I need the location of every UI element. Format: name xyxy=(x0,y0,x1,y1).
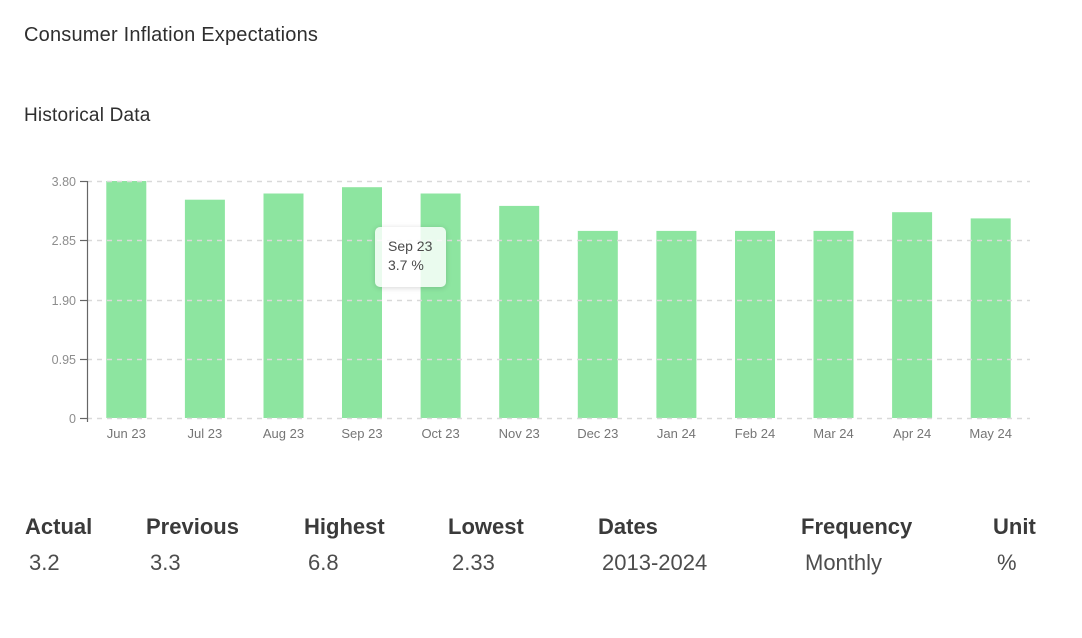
bar-jan-24[interactable] xyxy=(656,230,697,418)
y-axis-label: 0 xyxy=(69,412,76,426)
stat-label: Frequency xyxy=(801,514,913,539)
stat-label: Actual xyxy=(25,514,93,539)
bar-dec-23[interactable] xyxy=(577,230,618,418)
stat-actual: Actual 3.2 xyxy=(25,515,92,575)
stat-highest: Highest 6.8 xyxy=(304,515,385,575)
x-axis-label: Apr 24 xyxy=(893,426,931,441)
bar-may-24[interactable] xyxy=(970,218,1011,418)
stat-value: 3.2 xyxy=(29,550,60,575)
stat-value: 3.3 xyxy=(150,550,181,575)
stat-value: 2.33 xyxy=(452,550,495,575)
stat-label: Previous xyxy=(146,514,239,539)
x-axis-label: Jan 24 xyxy=(657,426,696,441)
stat-value: Monthly xyxy=(805,550,883,575)
x-axis-label: May 24 xyxy=(969,426,1012,441)
bar-jul-23[interactable] xyxy=(184,199,225,418)
bar-aug-23[interactable] xyxy=(263,193,304,419)
stat-label: Lowest xyxy=(448,514,524,539)
stat-frequency: Frequency Monthly xyxy=(801,515,912,575)
y-axis-label: 2.85 xyxy=(52,234,76,248)
x-axis-label: Feb 24 xyxy=(735,426,775,441)
bar-sep-23[interactable] xyxy=(342,187,382,418)
stat-label: Unit xyxy=(993,514,1036,539)
stat-value: % xyxy=(997,550,1017,575)
page-title: Consumer Inflation Expectations xyxy=(24,24,319,46)
stat-dates: Dates 2013-2024 xyxy=(598,515,707,575)
section-title: Historical Data xyxy=(24,105,151,126)
chart-tooltip: Sep 23 3.7 % xyxy=(375,227,446,287)
stat-lowest: Lowest 2.33 xyxy=(448,515,524,575)
tooltip-category: Sep 23 xyxy=(388,238,433,254)
y-axis-label: 1.90 xyxy=(52,294,76,308)
historical-data-chart: 0 0.95 1.90 2.85 3.80 Jun 23 Jul 23 Aug 23 Sep 2… xyxy=(0,160,1082,460)
bar-jun-23[interactable] xyxy=(106,181,147,418)
x-axis-label: Sep 23 xyxy=(341,426,382,441)
y-axis-label: 3.80 xyxy=(52,175,76,189)
stat-unit: Unit % xyxy=(993,515,1036,575)
stat-value: 2013-2024 xyxy=(602,550,708,575)
stat-value: 6.8 xyxy=(308,550,339,575)
x-axis-label: Dec 23 xyxy=(577,426,618,441)
x-axis-label: Jun 23 xyxy=(107,426,146,441)
stat-label: Dates xyxy=(598,514,658,539)
x-axis-label: Jul 23 xyxy=(188,426,223,441)
x-axis-label: Nov 23 xyxy=(499,426,540,441)
stats-row: Actual 3.2 Previous 3.3 Highest 6.8 Lowe… xyxy=(0,515,1082,595)
stat-previous: Previous 3.3 xyxy=(146,515,239,575)
tooltip-value: 3.7 % xyxy=(388,257,424,273)
x-axis-label: Oct 23 xyxy=(421,426,459,441)
x-axis-label: Mar 24 xyxy=(813,426,853,441)
x-axis-label: Aug 23 xyxy=(263,426,304,441)
bar-feb-24[interactable] xyxy=(735,230,775,418)
bar-nov-23[interactable] xyxy=(499,205,540,418)
y-axis-label: 0.95 xyxy=(52,353,76,367)
stat-label: Highest xyxy=(304,514,385,539)
bar-apr-24[interactable] xyxy=(892,212,933,418)
bar-chart-svg: 0 0.95 1.90 2.85 3.80 Jun 23 Jul 23 Aug 23 Sep 2… xyxy=(52,175,1030,441)
bar-mar-24[interactable] xyxy=(813,230,854,418)
